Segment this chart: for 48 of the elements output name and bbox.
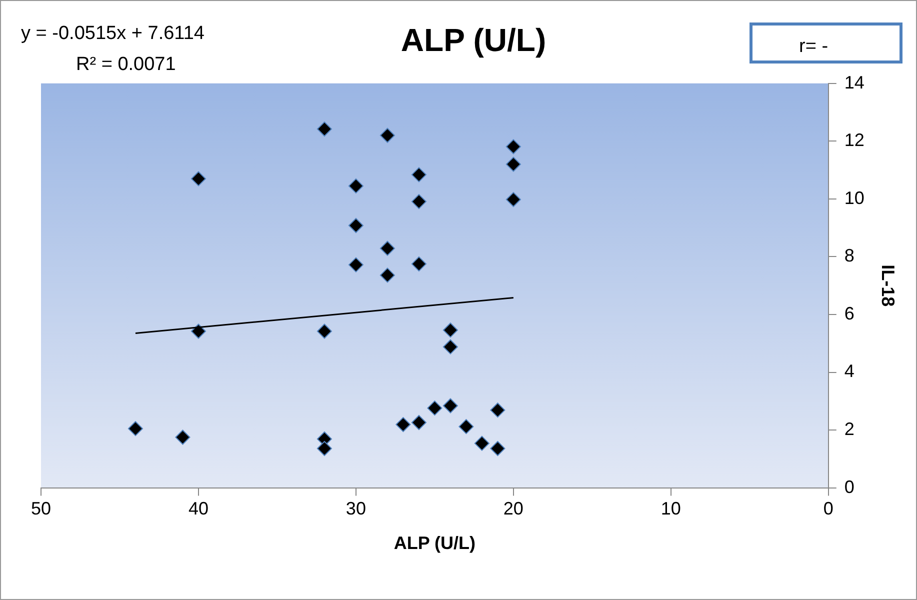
point [474, 436, 490, 451]
point [348, 218, 364, 234]
point [348, 257, 364, 272]
point [506, 156, 521, 172]
point [396, 417, 411, 432]
y-tick-label: 14 [844, 72, 864, 92]
point [411, 415, 426, 430]
point [490, 402, 506, 418]
point [442, 339, 458, 354]
point [442, 398, 458, 414]
y-tick-label: 2 [844, 418, 854, 439]
point [442, 322, 458, 338]
point [411, 167, 426, 182]
point [490, 441, 506, 456]
point [380, 128, 395, 143]
point [427, 400, 442, 416]
point [128, 421, 143, 436]
point [380, 240, 395, 256]
y-tick-label: 0 [844, 476, 854, 497]
x-tick-label: 20 [503, 498, 524, 519]
x-axis-title: ALP (U/L) [394, 533, 476, 554]
point [411, 256, 426, 272]
point [380, 268, 395, 283]
chart-title: ALP (U/L) [400, 22, 546, 58]
x-tick-label: 50 [30, 498, 52, 519]
x-tick-label: 0 [823, 498, 834, 519]
point [506, 139, 521, 154]
x-tick-label: 10 [660, 498, 681, 519]
point [175, 430, 190, 445]
y-tick-label: 12 [844, 130, 864, 150]
point [458, 419, 474, 434]
point [316, 122, 332, 137]
y-tick-label: 8 [844, 246, 854, 266]
y-tick-label: 10 [844, 188, 864, 208]
point [506, 192, 521, 208]
y-tick-label: 6 [844, 303, 854, 324]
point [316, 324, 332, 339]
point [348, 178, 364, 194]
text: R² = 0.0071 [76, 54, 176, 76]
point [190, 171, 206, 186]
y-tick-label: 4 [844, 361, 854, 382]
point [411, 194, 426, 210]
text: r= - [799, 36, 828, 58]
point [316, 441, 332, 456]
y-axis-title: IL-18 [878, 264, 898, 307]
x-tick-label: 30 [346, 498, 366, 519]
x-tick-label: 40 [188, 498, 208, 519]
text: y = -0.0515x + 7.6114 [21, 23, 205, 44]
